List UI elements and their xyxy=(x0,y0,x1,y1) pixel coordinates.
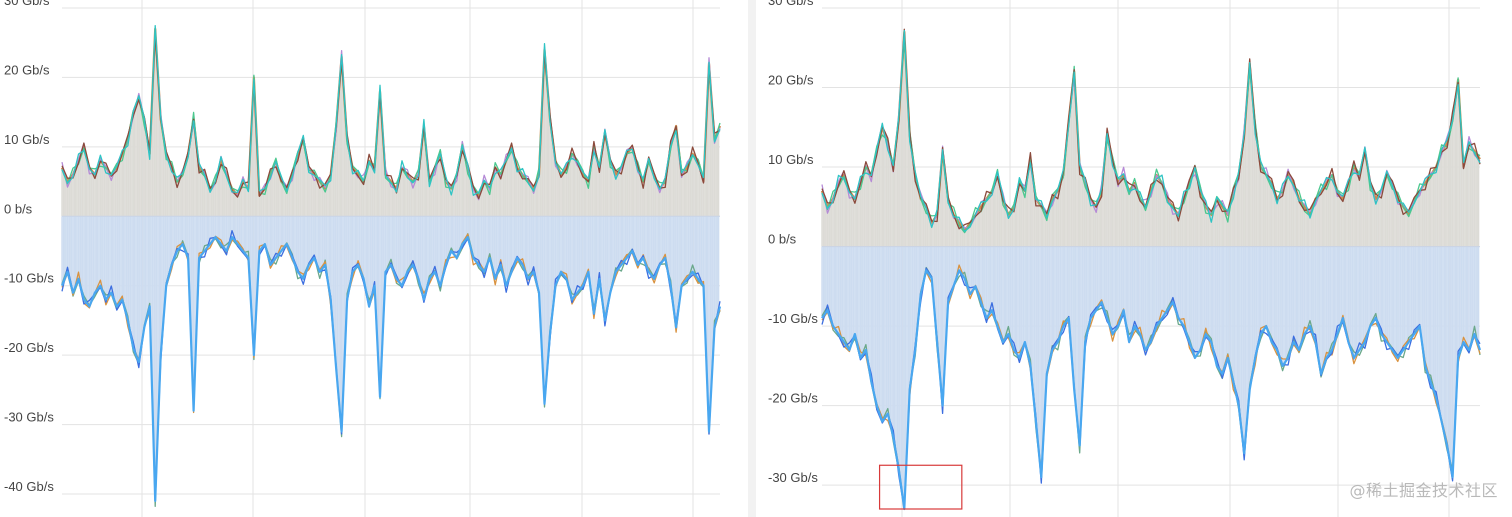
outbound-series-line xyxy=(821,29,1481,232)
y-tick-label: -30 Gb/s xyxy=(4,410,54,425)
y-tick-label: -10 Gb/s xyxy=(768,311,818,326)
y-tick-label: 30 Gb/s xyxy=(4,0,50,8)
outbound-series-line xyxy=(61,25,721,196)
right-chart-panel: 30 Gb/s 20 Gb/s 10 Gb/s 0 b/s -10 Gb/s -20 Gb… xyxy=(756,0,1512,517)
y-tick-label: 20 Gb/s xyxy=(4,62,50,77)
watermark-text: @稀土掘金技术社区 xyxy=(1349,481,1498,500)
y-tick-label: -40 Gb/s xyxy=(4,479,54,494)
left-traffic-chart: 30 Gb/s 20 Gb/s 10 Gb/s 0 b/s -10 Gb/s -20 Gb… xyxy=(4,0,722,517)
right-traffic-chart: 30 Gb/s 20 Gb/s 10 Gb/s 0 b/s -10 Gb/s -20 Gb… xyxy=(768,0,1482,517)
y-tick-label: 10 Gb/s xyxy=(768,152,814,167)
y-tick-label: 30 Gb/s xyxy=(768,0,814,8)
y-tick-label: 0 b/s xyxy=(4,201,33,216)
panel-divider xyxy=(748,0,756,517)
area-fill-group xyxy=(821,31,1480,509)
area-fill-group xyxy=(61,28,720,501)
y-tick-label: -30 Gb/s xyxy=(768,470,818,485)
inbound-series-line xyxy=(821,269,1482,511)
y-tick-label: -10 Gb/s xyxy=(4,271,54,286)
y-tick-label: 20 Gb/s xyxy=(768,73,814,88)
left-chart-panel: 30 Gb/s 20 Gb/s 10 Gb/s 0 b/s -10 Gb/s -20 Gb… xyxy=(0,0,748,517)
y-tick-label: -20 Gb/s xyxy=(768,391,818,406)
highlight-box xyxy=(878,464,963,510)
inbound-series-line xyxy=(60,236,722,502)
y-tick-label: -20 Gb/s xyxy=(4,340,54,355)
y-tick-label: 0 b/s xyxy=(768,232,797,247)
y-tick-label: 10 Gb/s xyxy=(4,132,50,147)
